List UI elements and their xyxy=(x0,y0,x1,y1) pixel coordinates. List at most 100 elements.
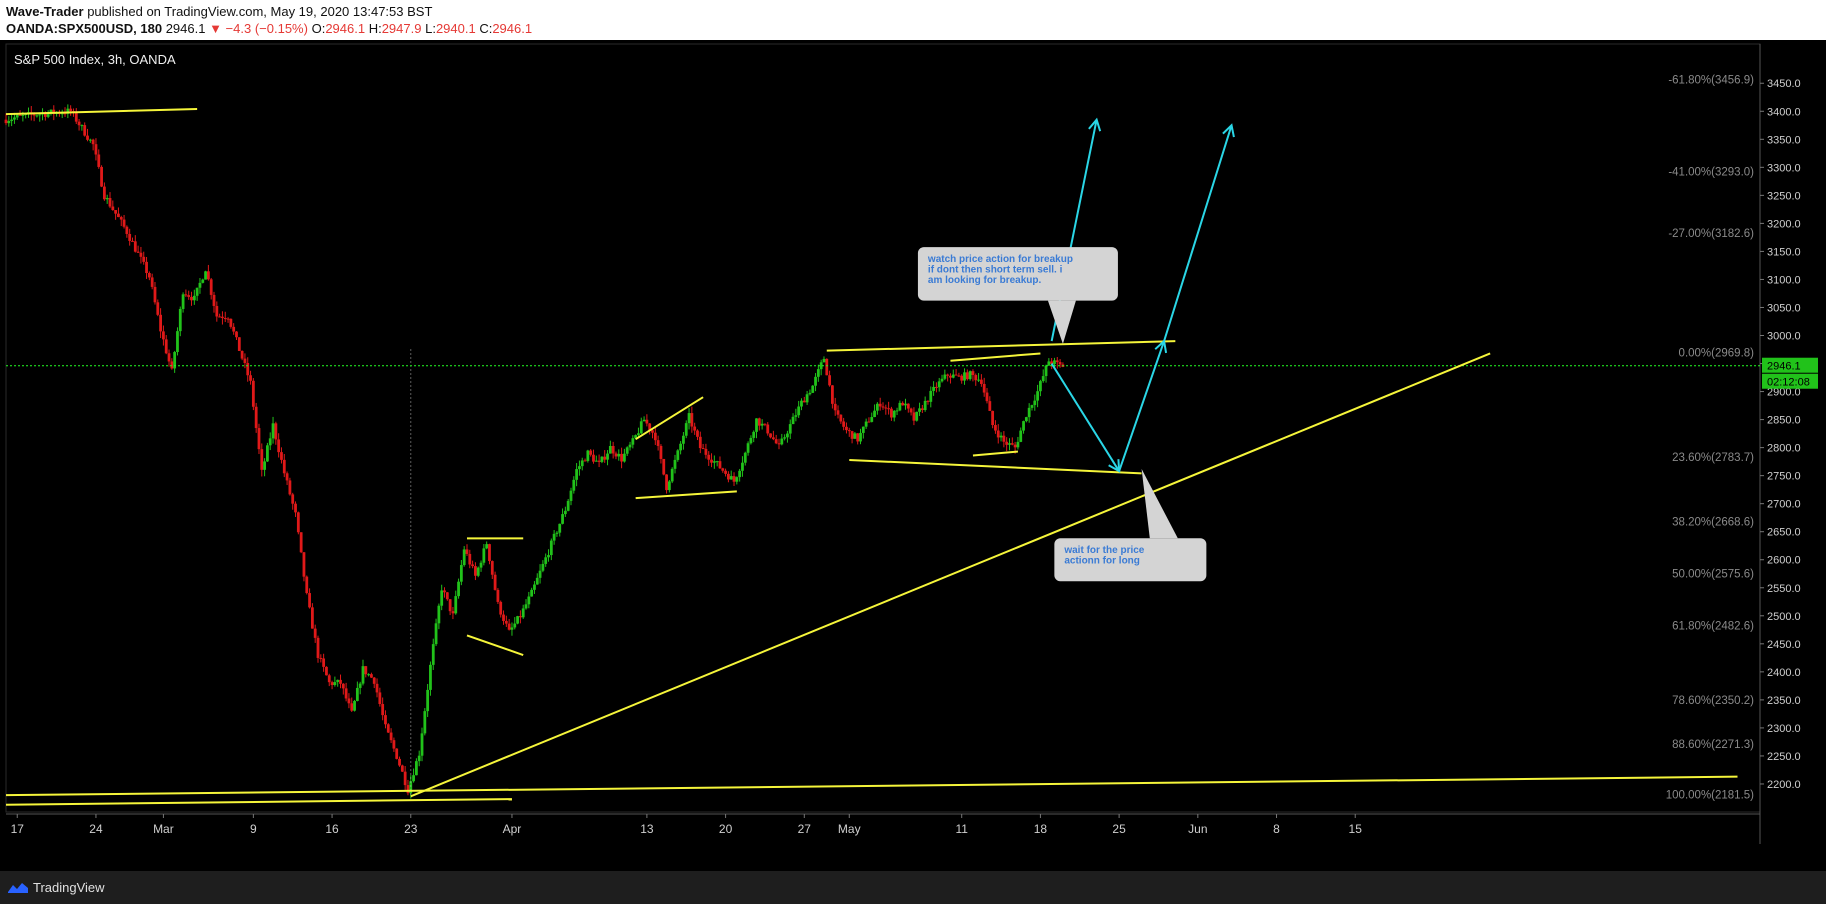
candle xyxy=(704,443,708,459)
candle xyxy=(870,412,874,423)
candle xyxy=(760,419,764,430)
candle-body xyxy=(173,352,177,369)
time-tick-label: Mar xyxy=(153,822,174,836)
candle-body xyxy=(904,403,907,406)
candle xyxy=(932,381,935,396)
candlestick-series xyxy=(4,104,1065,799)
price-tick-label: 2500.0 xyxy=(1767,611,1801,623)
candle xyxy=(232,323,236,335)
candle-body xyxy=(831,385,834,404)
candle-body xyxy=(766,424,770,434)
trend-line[interactable] xyxy=(5,798,512,806)
candle-body xyxy=(915,411,919,421)
price-axis: -61.80%(3456.9) -41.00%(3293.0) -27.00%(31… xyxy=(1666,74,1818,801)
candle-body xyxy=(266,445,269,462)
trend-line[interactable] xyxy=(950,352,1041,362)
trend-line[interactable] xyxy=(972,450,1019,457)
candle-body xyxy=(901,402,905,406)
candle-body xyxy=(963,372,966,381)
candle-body xyxy=(530,589,534,597)
candle-body xyxy=(673,459,677,469)
candle-body xyxy=(864,421,868,427)
candle-body xyxy=(201,279,205,283)
candle xyxy=(308,588,311,609)
candle xyxy=(431,638,435,670)
brand-name[interactable]: TradingView xyxy=(33,880,105,895)
candle-body xyxy=(687,413,691,424)
trend-line[interactable] xyxy=(635,490,737,500)
candle-body xyxy=(606,453,609,460)
candle-body xyxy=(521,608,525,618)
candle xyxy=(600,456,604,464)
candle xyxy=(367,673,371,677)
candle-body xyxy=(159,314,162,332)
candle xyxy=(114,209,118,220)
candle-body xyxy=(679,443,683,451)
candle-body xyxy=(451,611,455,614)
candle-body xyxy=(229,318,233,327)
candle-body xyxy=(330,682,334,686)
candle xyxy=(266,442,269,462)
candle-body xyxy=(367,674,371,676)
candle-body xyxy=(117,213,120,218)
candle-body xyxy=(465,549,469,554)
candle xyxy=(988,396,992,411)
trend-line[interactable] xyxy=(849,458,1142,475)
countdown-badge xyxy=(1762,373,1818,389)
candle xyxy=(406,779,410,796)
candle-body xyxy=(479,562,483,568)
candle xyxy=(339,674,342,689)
candle-body xyxy=(1019,430,1023,442)
candle-body xyxy=(150,277,154,287)
candle xyxy=(150,273,154,290)
candle xyxy=(221,311,224,325)
candle xyxy=(386,723,390,733)
candle-body xyxy=(170,361,174,369)
candle xyxy=(653,426,657,446)
candle xyxy=(881,402,885,410)
price-change: ▼ −4.3 (−0.15%) xyxy=(209,21,308,36)
candle xyxy=(783,434,787,441)
candle-body xyxy=(777,443,781,445)
candle xyxy=(946,373,950,382)
candle-body xyxy=(499,601,503,615)
candle xyxy=(594,455,598,462)
candle xyxy=(698,431,702,454)
projection-arrow[interactable] xyxy=(1163,123,1235,342)
trend-line[interactable] xyxy=(635,396,704,441)
candle-body xyxy=(398,758,401,766)
candle xyxy=(102,182,106,201)
trend-line[interactable] xyxy=(826,340,1176,352)
author-name[interactable]: Wave-Trader xyxy=(6,4,84,19)
candle xyxy=(673,454,677,474)
candle-body xyxy=(816,369,820,377)
candle-body xyxy=(760,423,764,426)
candle xyxy=(974,373,978,386)
candle-body xyxy=(496,589,500,602)
candle xyxy=(533,581,536,594)
candle xyxy=(1024,416,1028,423)
tradingview-logo-icon[interactable] xyxy=(8,882,28,893)
candle-body xyxy=(392,740,396,749)
candle xyxy=(715,460,719,467)
candle-body xyxy=(18,114,22,116)
candle xyxy=(254,402,258,433)
candle xyxy=(35,114,39,118)
candle xyxy=(794,408,798,422)
trend-line[interactable] xyxy=(466,634,524,656)
candle xyxy=(381,697,385,721)
fib-level-label: 88.60%(2271.3) xyxy=(1672,739,1754,751)
trend-line[interactable] xyxy=(410,352,1491,798)
trend-line[interactable] xyxy=(5,108,198,116)
candle xyxy=(637,427,640,438)
candle xyxy=(443,587,446,598)
time-tick-label: Apr xyxy=(503,822,522,836)
candle-body xyxy=(634,435,638,439)
candle xyxy=(940,374,944,383)
trend-line[interactable] xyxy=(5,775,1738,797)
candle xyxy=(97,149,101,169)
candle xyxy=(808,389,812,396)
